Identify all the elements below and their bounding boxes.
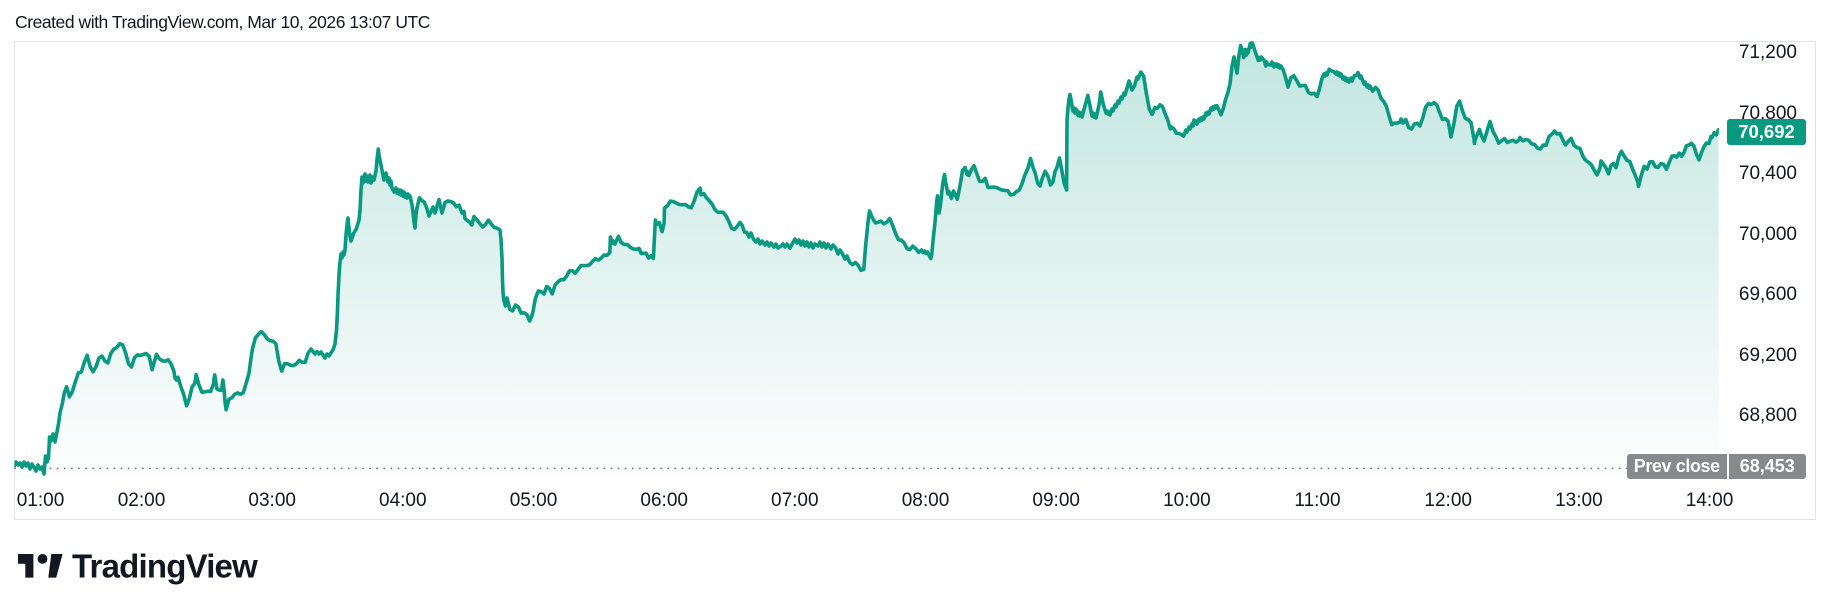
svg-text:TradingView: TradingView — [72, 553, 258, 585]
